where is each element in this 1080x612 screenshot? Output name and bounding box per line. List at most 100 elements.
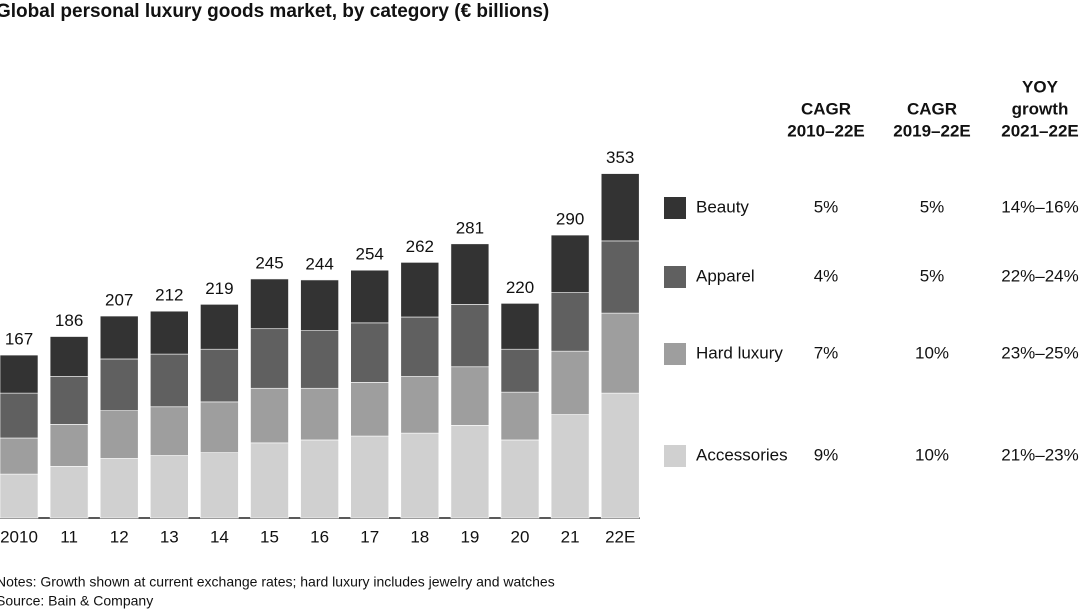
bar-segment	[550, 350, 590, 415]
legend-swatch	[664, 445, 686, 467]
bar-segment	[250, 328, 289, 389]
total-label: 220	[506, 278, 534, 297]
bar-segment	[200, 304, 239, 350]
total-label: 353	[606, 148, 634, 167]
x-tick-label: 2010	[0, 527, 38, 546]
bar-segment	[300, 330, 339, 389]
notes: Notes: Growth shown at current exchange …	[0, 574, 555, 590]
bar-segment	[0, 354, 39, 394]
bar-segment	[600, 392, 640, 519]
table-cell: 10%	[915, 445, 949, 464]
total-label: 262	[406, 237, 434, 256]
bar-segment	[0, 392, 39, 439]
total-label: 244	[305, 254, 333, 273]
table-cell: 5%	[920, 266, 945, 285]
table-cell: 22%–24%	[1001, 266, 1079, 285]
bar-segment	[400, 316, 440, 377]
bar-segment	[550, 292, 590, 352]
column-header: CAGR	[801, 99, 851, 118]
x-tick-label: 12	[110, 527, 129, 546]
bar-segment	[0, 473, 39, 519]
column-header: 2019–22E	[893, 121, 971, 140]
legend-label: Accessories	[696, 445, 788, 464]
bar-segment	[350, 382, 390, 437]
bar-segment	[300, 279, 339, 331]
bar-segment	[550, 234, 590, 293]
total-label: 207	[105, 291, 133, 310]
x-tick-label: 22E	[605, 527, 635, 546]
bar-segment	[300, 439, 339, 519]
bar-segment	[99, 358, 139, 411]
total-label: 245	[255, 253, 283, 272]
bar-segment	[250, 442, 289, 519]
table-cell: 5%	[814, 197, 839, 216]
x-tick-label: 16	[310, 527, 329, 546]
table-cell: 21%–23%	[1001, 445, 1079, 464]
x-tick-label: 15	[260, 527, 279, 546]
total-label: 254	[356, 245, 384, 264]
bar-segment	[150, 353, 189, 408]
legend-swatch	[664, 197, 686, 219]
bar-segment	[500, 348, 540, 393]
x-tick-label: 21	[561, 527, 580, 546]
bar-segment	[49, 465, 89, 519]
bar-segment	[600, 240, 640, 314]
bar-segment	[400, 432, 440, 519]
table-cell: 23%–25%	[1001, 343, 1079, 362]
column-header: growth	[1012, 99, 1069, 118]
bar-segment	[99, 410, 139, 459]
bar-segment	[200, 452, 239, 519]
column-header: CAGR	[907, 99, 957, 118]
legend-label: Apparel	[696, 266, 755, 285]
table-cell: 10%	[915, 343, 949, 362]
bar-segment	[550, 414, 590, 519]
source: Source: Bain & Company	[0, 593, 153, 609]
bar-segment	[400, 376, 440, 434]
bar-segment	[49, 376, 89, 425]
bar-segment	[500, 303, 540, 350]
x-tick-label: 14	[210, 527, 229, 546]
table-cell: 7%	[814, 343, 839, 362]
x-tick-label: 11	[60, 527, 78, 546]
total-label: 212	[155, 286, 183, 305]
bar-segment	[200, 401, 239, 453]
total-label: 186	[55, 311, 83, 330]
x-tick-label: 13	[160, 527, 179, 546]
bar-segment	[600, 173, 640, 242]
table-cell: 4%	[814, 266, 839, 285]
bar-segment	[150, 406, 189, 456]
bar-segment	[250, 278, 289, 330]
bar-segment	[450, 243, 490, 305]
bar-segment	[0, 437, 39, 475]
legend-label: Beauty	[696, 197, 749, 216]
chart-title: Global personal luxury goods market, by …	[0, 1, 549, 22]
legend-label: Hard luxury	[696, 343, 783, 362]
legend-swatch	[664, 266, 686, 288]
table-cell: 5%	[920, 197, 945, 216]
x-tick-label: 17	[360, 527, 379, 546]
bar-segment	[150, 310, 189, 355]
x-tick-label: 20	[511, 527, 530, 546]
x-tick-label: 18	[410, 527, 429, 546]
bar-segment	[500, 391, 540, 441]
bar-segment	[350, 435, 390, 519]
bar-segment	[200, 348, 239, 403]
bar-segment	[400, 262, 440, 318]
bar-segment	[450, 425, 490, 519]
bar-segment	[450, 304, 490, 368]
total-label: 290	[556, 210, 584, 229]
bar-segment	[500, 439, 540, 519]
bar-segment	[350, 269, 390, 324]
column-header: 2010–22E	[787, 121, 865, 140]
total-label: 219	[205, 279, 233, 298]
bar-segment	[600, 312, 640, 394]
total-label: 167	[5, 330, 33, 349]
total-label: 281	[456, 218, 484, 237]
table-cell: 9%	[814, 445, 839, 464]
legend-swatch	[664, 343, 686, 365]
bar-segment	[350, 322, 390, 383]
bar-segment	[49, 424, 89, 467]
bar-segment	[300, 387, 339, 441]
bar-segment	[150, 455, 189, 519]
